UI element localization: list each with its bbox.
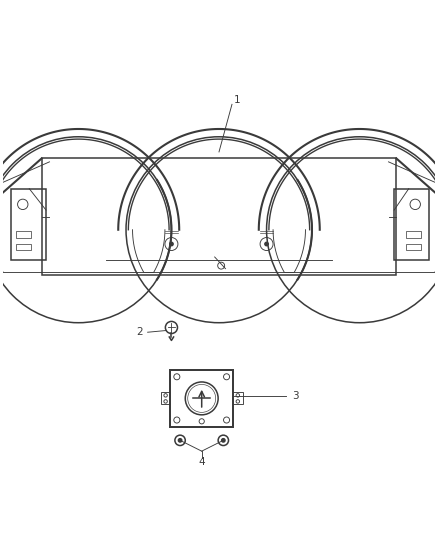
Text: 2: 2 [137,327,143,337]
Bar [394,189,429,260]
Bar [16,231,31,238]
Bar [406,231,421,238]
Bar [406,244,421,251]
Bar [42,158,396,275]
Bar [233,392,243,405]
Text: 4: 4 [198,457,205,467]
Text: 1: 1 [234,95,241,105]
Bar [161,392,170,405]
Circle shape [222,439,225,442]
Circle shape [265,243,268,246]
Circle shape [170,243,173,246]
Circle shape [178,439,182,442]
Text: 3: 3 [293,391,299,401]
Bar [11,189,46,260]
Bar [170,370,233,426]
Bar [16,244,31,251]
